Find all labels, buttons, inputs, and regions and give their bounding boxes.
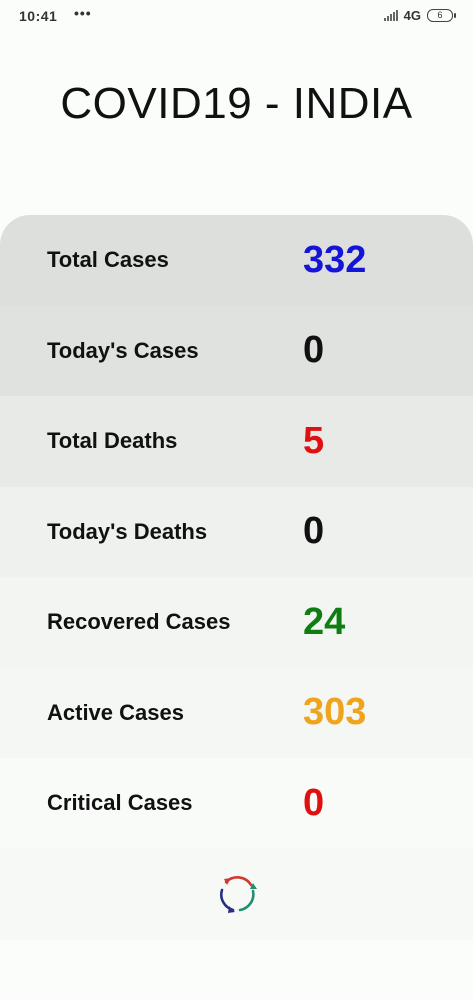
network-type: 4G	[403, 8, 421, 23]
notification-dots-icon: •••	[74, 5, 92, 21]
refresh-area	[0, 849, 473, 940]
status-indicators: 4G 6	[383, 8, 456, 23]
stat-label: Critical Cases	[47, 790, 193, 816]
stat-label: Total Cases	[47, 247, 169, 273]
stat-value: 24	[303, 600, 346, 643]
stat-row-critical-cases: Critical Cases 0	[0, 758, 473, 849]
bottom-spacer	[0, 940, 473, 1000]
battery-level: 6	[437, 10, 443, 20]
stat-value: 0	[303, 510, 325, 553]
signal-icon	[383, 10, 398, 21]
stat-row-total-cases: Total Cases 332	[0, 215, 473, 306]
status-bar: 10:41 ••• 4G 6	[0, 0, 473, 34]
stat-row-total-deaths: Total Deaths 5	[0, 396, 473, 487]
stat-label: Recovered Cases	[47, 609, 231, 635]
page-title: COVID19 - INDIA	[60, 79, 413, 128]
stat-value: 303	[303, 691, 367, 734]
stat-row-recovered-cases: Recovered Cases 24	[0, 577, 473, 668]
stat-row-todays-deaths: Today's Deaths 0	[0, 486, 473, 577]
stat-row-active-cases: Active Cases 303	[0, 667, 473, 758]
stats-list: Total Cases 332 Today's Cases 0 Total De…	[0, 215, 473, 849]
stat-row-todays-cases: Today's Cases 0	[0, 305, 473, 396]
stat-label: Today's Deaths	[47, 518, 208, 544]
stat-value: 332	[303, 238, 367, 281]
stat-value: 0	[303, 781, 325, 824]
stats-card: Total Cases 332 Today's Cases 0 Total De…	[0, 215, 473, 940]
stat-value: 0	[303, 329, 325, 372]
refresh-button[interactable]	[211, 868, 263, 920]
refresh-icon	[219, 876, 257, 913]
status-time: 10:41	[19, 8, 58, 24]
stat-label: Active Cases	[47, 699, 184, 725]
battery-icon: 6	[427, 9, 456, 22]
stat-label: Total Deaths	[47, 428, 178, 454]
stat-value: 5	[303, 419, 325, 462]
stat-label: Today's Cases	[47, 337, 199, 363]
